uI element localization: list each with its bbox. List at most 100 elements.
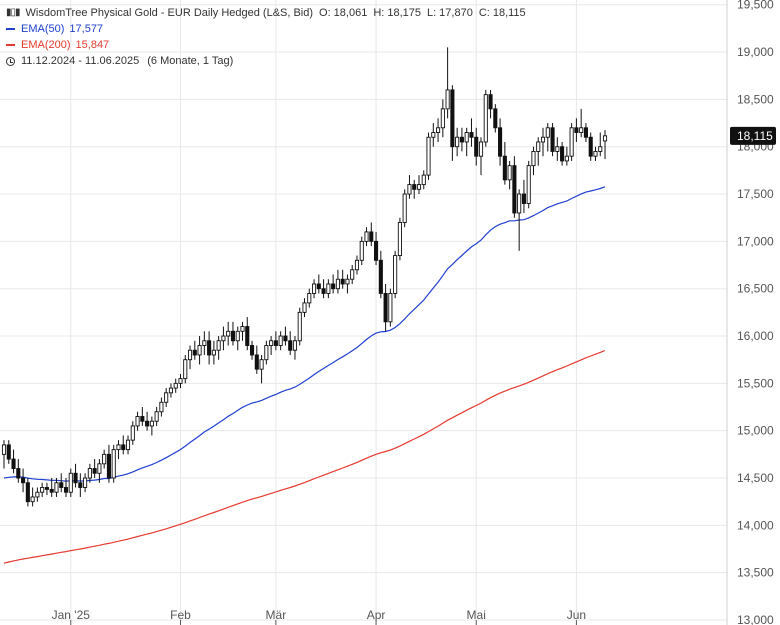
candle-body <box>97 463 102 474</box>
candle-body <box>540 136 546 143</box>
candle <box>211 340 216 365</box>
legend-range-row[interactable]: 11.12.2024 - 11.06.2025 (6 Monate, 1 Tag… <box>6 53 526 69</box>
candle-body <box>383 292 388 323</box>
candle <box>269 336 274 355</box>
candle <box>97 459 102 483</box>
candle <box>183 354 188 384</box>
candle-body <box>30 496 35 503</box>
candle <box>226 321 231 346</box>
candle-body <box>564 155 569 162</box>
candle <box>488 89 493 119</box>
candle-body <box>426 136 431 176</box>
candle-body <box>364 231 369 242</box>
candle <box>459 127 464 152</box>
y-axis: 13,000 13,500 14,000 14,500 15,000 15,500 16,0… <box>726 0 774 625</box>
y-tick-label: 17,000 <box>737 234 774 248</box>
candle <box>307 288 312 308</box>
candle <box>316 274 321 294</box>
x-tick-label: Feb <box>170 608 191 622</box>
candle <box>431 123 436 147</box>
x-axis: Jan '25 Feb Mär Apr Mai Jun <box>52 608 586 625</box>
candle <box>493 104 498 133</box>
candle <box>259 354 264 384</box>
candle-body <box>106 453 111 479</box>
high-label: H: <box>373 7 385 19</box>
ema200-label: EMA(200) <box>21 39 71 51</box>
candle <box>44 482 49 496</box>
candle <box>483 89 488 147</box>
candle <box>288 331 293 355</box>
y-tick-label: 16,000 <box>737 329 774 343</box>
candle-body <box>459 136 464 143</box>
candle-body <box>545 127 550 138</box>
x-tick-label: Apr <box>367 608 386 622</box>
candle <box>21 468 26 493</box>
candle <box>25 478 30 507</box>
candle <box>125 435 131 455</box>
candle <box>440 99 445 138</box>
candle-body <box>159 401 164 413</box>
high-value: 18,175 <box>387 7 421 19</box>
candle-body <box>245 326 250 346</box>
candle <box>512 156 517 218</box>
candle <box>579 108 584 138</box>
candle <box>178 373 183 389</box>
candle-body <box>469 132 474 138</box>
candle-body <box>211 349 216 356</box>
low-value: 17,870 <box>439 7 473 19</box>
candle-body <box>536 141 541 152</box>
candle <box>197 336 202 365</box>
candle <box>192 340 197 360</box>
candle <box>102 449 107 469</box>
candle-body <box>421 174 426 186</box>
candle-body <box>593 151 598 157</box>
instrument-name: WisdomTree Physical Gold - EUR Daily Hed… <box>25 7 314 19</box>
candle <box>507 160 512 190</box>
candle-body <box>121 444 126 451</box>
candle-body <box>335 278 340 290</box>
candle-body <box>273 340 278 346</box>
open-value: 18,061 <box>333 7 368 19</box>
candle <box>6 440 11 464</box>
candle <box>154 407 159 426</box>
legend-ema200-row[interactable]: EMA(200) 15,847 <box>6 37 526 53</box>
candle-body <box>145 420 150 427</box>
candlestick-icon: ▮▯▮ <box>6 7 20 18</box>
candle-body <box>178 378 183 384</box>
candle-body <box>374 240 379 261</box>
candle-body <box>579 127 584 133</box>
candle-body <box>230 330 236 342</box>
candle-body <box>40 487 45 493</box>
legend-ema50-row[interactable]: EMA(50) 17,577 <box>6 21 526 37</box>
candle <box>92 459 97 479</box>
candle-body <box>488 94 493 110</box>
candle-body <box>331 283 336 290</box>
candle <box>116 440 121 460</box>
candle-body <box>493 108 498 129</box>
period-label: (6 Monate, 1 Tag) <box>147 55 234 67</box>
candle-body <box>569 127 574 157</box>
candle-body <box>397 221 402 257</box>
candle-body <box>583 127 588 138</box>
candle-body <box>345 278 350 285</box>
candle-body <box>235 330 240 342</box>
low-label: L: <box>426 7 437 19</box>
ema200-line <box>3 349 606 564</box>
candle <box>602 130 608 160</box>
candle-body <box>130 425 135 441</box>
candle <box>87 463 92 483</box>
candle <box>569 123 574 161</box>
candle <box>593 146 598 161</box>
candle-body <box>407 184 412 195</box>
candle-body <box>21 477 26 484</box>
candle-body <box>63 487 69 493</box>
ema50-line <box>3 186 606 482</box>
candle <box>536 137 541 166</box>
candle-body <box>517 193 522 214</box>
candle <box>149 416 154 436</box>
x-tick-label: Jun <box>567 608 586 622</box>
candle <box>502 141 507 185</box>
candle <box>173 378 178 393</box>
candle <box>340 269 345 289</box>
